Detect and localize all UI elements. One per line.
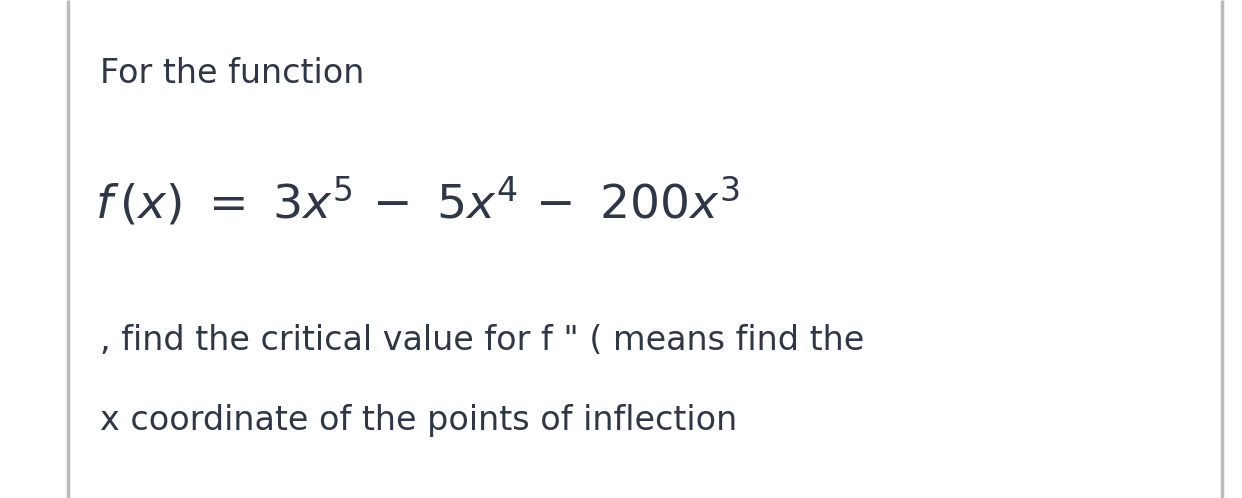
Text: $\mathit{f}\,\mathit{(x)}\ =\ 3\mathit{x}^5\,-\ 5\mathit{x}^4\,-\ 200\mathit{x}^: $\mathit{f}\,\mathit{(x)}\ =\ 3\mathit{x… [94, 175, 740, 228]
Text: For the function: For the function [101, 57, 364, 90]
Text: , find the critical value for f " ( means find the: , find the critical value for f " ( mean… [101, 324, 864, 357]
Text: x coordinate of the points of inflection: x coordinate of the points of inflection [101, 404, 738, 437]
